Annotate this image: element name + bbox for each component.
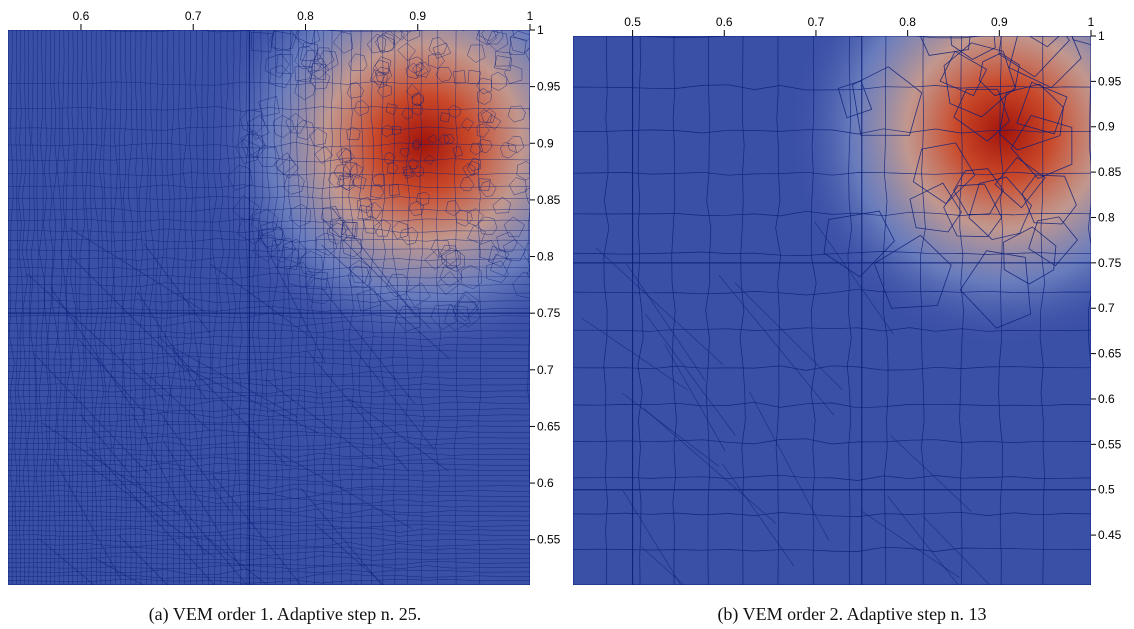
x-tick-label: 0.9: [409, 9, 426, 23]
mesh-plot-b: 0.5 0.6 0.7 0.8 0.9 11 0.95 0.9 0.85 0.8 0.75 0.7 0.…: [573, 15, 1122, 585]
y-tick-label: 0.95: [1098, 74, 1122, 88]
y-tick-label: 0.85: [1098, 165, 1122, 179]
x-tick-label: 0.7: [808, 15, 825, 29]
y-tick-label: 0.75: [1098, 256, 1122, 270]
x-tick-label: 1: [527, 9, 534, 23]
y-tick-label: 0.8: [1098, 210, 1115, 224]
axes: 0.5 0.6 0.7 0.8 0.9 11 0.95 0.9 0.85 0.8 0.75 0.7 0.…: [624, 15, 1121, 542]
y-tick-label: 0.75: [537, 306, 561, 320]
y-tick-label: 0.7: [537, 363, 554, 377]
y-tick-label: 0.7: [1098, 301, 1115, 315]
x-tick-label: 0.6: [73, 9, 90, 23]
y-tick-label: 0.95: [537, 80, 561, 94]
y-tick-label: 0.55: [537, 533, 561, 547]
y-tick-label: 0.85: [537, 193, 561, 207]
x-tick-label: 0.7: [185, 9, 202, 23]
mesh: [573, 36, 1091, 585]
y-tick-label: 0.6: [537, 476, 554, 490]
x-tick-label: 0.8: [899, 15, 916, 29]
caption-b: (b) VEM order 2. Adaptive step n. 13: [717, 604, 987, 624]
y-tick-label: 0.45: [1098, 528, 1122, 542]
y-tick-label: 0.65: [537, 419, 561, 433]
x-tick-label: 0.6: [716, 15, 733, 29]
y-tick-label: 0.8: [537, 250, 554, 264]
x-tick-label: 1: [1088, 15, 1095, 29]
y-tick-label: 0.65: [1098, 347, 1122, 361]
mesh: [8, 30, 530, 585]
y-tick-label: 0.9: [537, 136, 554, 150]
axes: 0.6 0.7 0.8 0.9 11 0.95 0.9 0.85 0.8 0.75 0.7 0.65 0…: [73, 9, 561, 547]
x-tick-label: 0.8: [297, 9, 314, 23]
caption-a: (a) VEM order 1. Adaptive step n. 25.: [148, 604, 422, 624]
y-tick-label: 0.6: [1098, 392, 1115, 406]
mesh-plot-a: 0.6 0.7 0.8 0.9 11 0.95 0.9 0.85 0.8 0.75 0.7 0.65 0…: [8, 9, 561, 585]
solution-peak: [204, 30, 530, 377]
x-tick-label: 0.5: [624, 15, 641, 29]
panel-b: 0.5 0.6 0.7 0.8 0.9 1 1 0.95 0.9 0.85 0.8 0.75 0.7 0.…: [570, 0, 1134, 600]
y-tick-label: 0.55: [1098, 437, 1122, 451]
y-tick-label: 0.5: [1098, 483, 1115, 497]
x-tick-label: 0.9: [991, 15, 1008, 29]
y-tick-label: 0.9: [1098, 120, 1115, 134]
panel-a: 0.6 0.7 0.8 0.9 1 1 0.95 0.9 0.85 0.8 0.75 0.7 0.65 0…: [0, 0, 570, 600]
y-tick-label: 1: [537, 23, 544, 37]
y-tick-label: 1: [1098, 29, 1105, 43]
